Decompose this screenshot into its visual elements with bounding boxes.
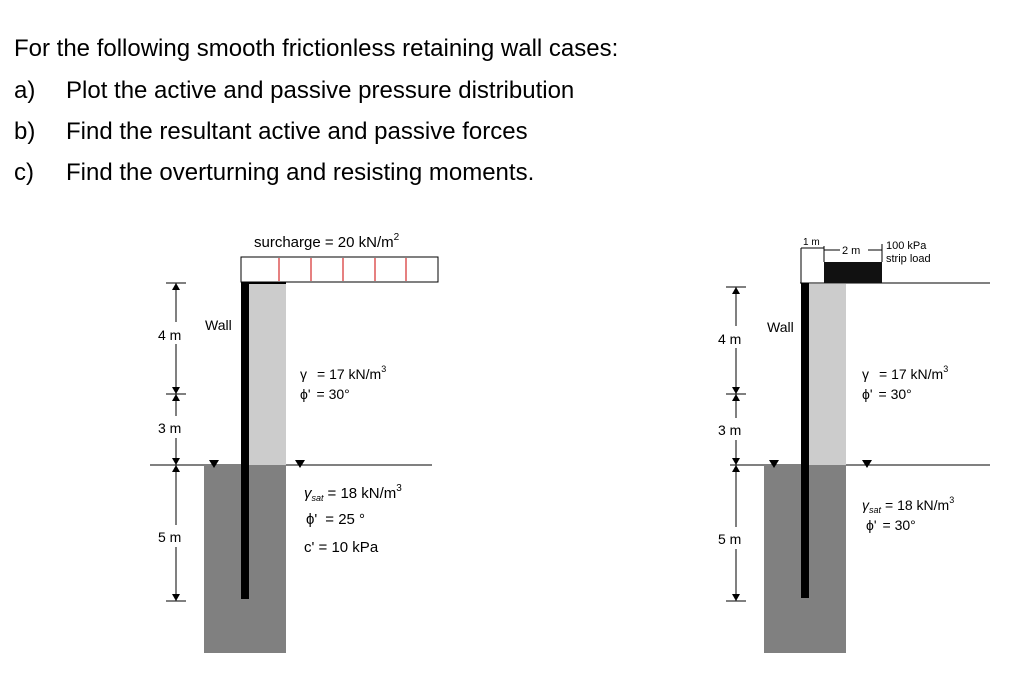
case1-lower-gsat: γsat = 18 kN/m3 — [304, 483, 402, 503]
case1-surcharge-arrows — [278, 258, 407, 281]
question-part-c: c) Find the overturning and resisting mom… — [14, 158, 534, 188]
case2-water-marker-left — [769, 460, 779, 468]
case1-dim-5m: 5 m — [158, 529, 181, 545]
case1-diagram: surcharge = 20 kN/m2 Wall 4 m 3 m — [150, 232, 439, 653]
case2-lower-phi: ϕ' = 30° — [866, 517, 916, 533]
case1-dimension-arrows — [172, 283, 180, 601]
part-text: Find the resultant active and passive fo… — [66, 118, 528, 145]
case2-water-marker-right — [862, 460, 872, 468]
case2-wall-label: Wall — [767, 319, 794, 335]
case2-strip-load — [824, 262, 882, 283]
case2-dim-1m: 1 m — [803, 237, 820, 248]
case1-surcharge-box — [240, 256, 439, 283]
question-part-b: b) Find the resultant active and passive … — [14, 117, 528, 147]
part-label: b) — [14, 118, 36, 145]
case2-wall — [801, 283, 809, 598]
case2-dim-3m: 3 m — [718, 422, 741, 438]
case2-upper-soil — [809, 284, 846, 465]
case1-water-marker-left — [209, 460, 219, 468]
case1-upper-gamma: γ = 17 kN/m3 — [300, 364, 386, 382]
case1-surcharge-label: surcharge = 20 kN/m2 — [254, 232, 400, 251]
case1-upper-soil — [249, 282, 286, 465]
case1-dim-3m: 3 m — [158, 420, 181, 436]
case1-dim-4m: 4 m — [158, 327, 181, 343]
case1-lower-phi: ϕ' = 25 ° — [306, 511, 365, 528]
case1-upper-phi: ϕ' = 30° — [300, 386, 350, 402]
case1-wall — [241, 281, 249, 599]
case2-upper-phi: ϕ' = 30° — [862, 386, 912, 402]
part-text: Plot the active and passive pressure dis… — [66, 77, 575, 104]
case2-load-dimension-lines — [800, 244, 883, 283]
part-label: c) — [14, 159, 34, 186]
case2-upper-gamma: γ = 17 kN/m3 — [862, 364, 948, 382]
case2-dim-5m: 5 m — [718, 531, 741, 547]
case2-dim-4m: 4 m — [718, 331, 741, 347]
case2-strip-load-label: strip load — [886, 253, 931, 265]
case2-strip-load-value: 100 kPa — [886, 240, 927, 252]
case2-dimension-arrows — [732, 287, 740, 601]
case1-lower-cohesion: c' = 10 kPa — [304, 539, 379, 556]
case2-lower-gsat: γsat = 18 kN/m3 — [862, 495, 954, 515]
question-intro: For the following smooth frictionless re… — [14, 35, 619, 62]
case1-wall-label: Wall — [205, 317, 232, 333]
question-part-a: a) Plot the active and passive pressure d… — [14, 76, 574, 106]
case2-diagram: 1 m 2 m 100 kPa strip load Wall — [718, 237, 990, 653]
part-label: a) — [14, 77, 36, 104]
case2-dim-2m: 2 m — [842, 245, 860, 257]
case1-water-marker-right — [295, 460, 305, 468]
part-text: Find the overturning and resisting momen… — [66, 159, 535, 186]
